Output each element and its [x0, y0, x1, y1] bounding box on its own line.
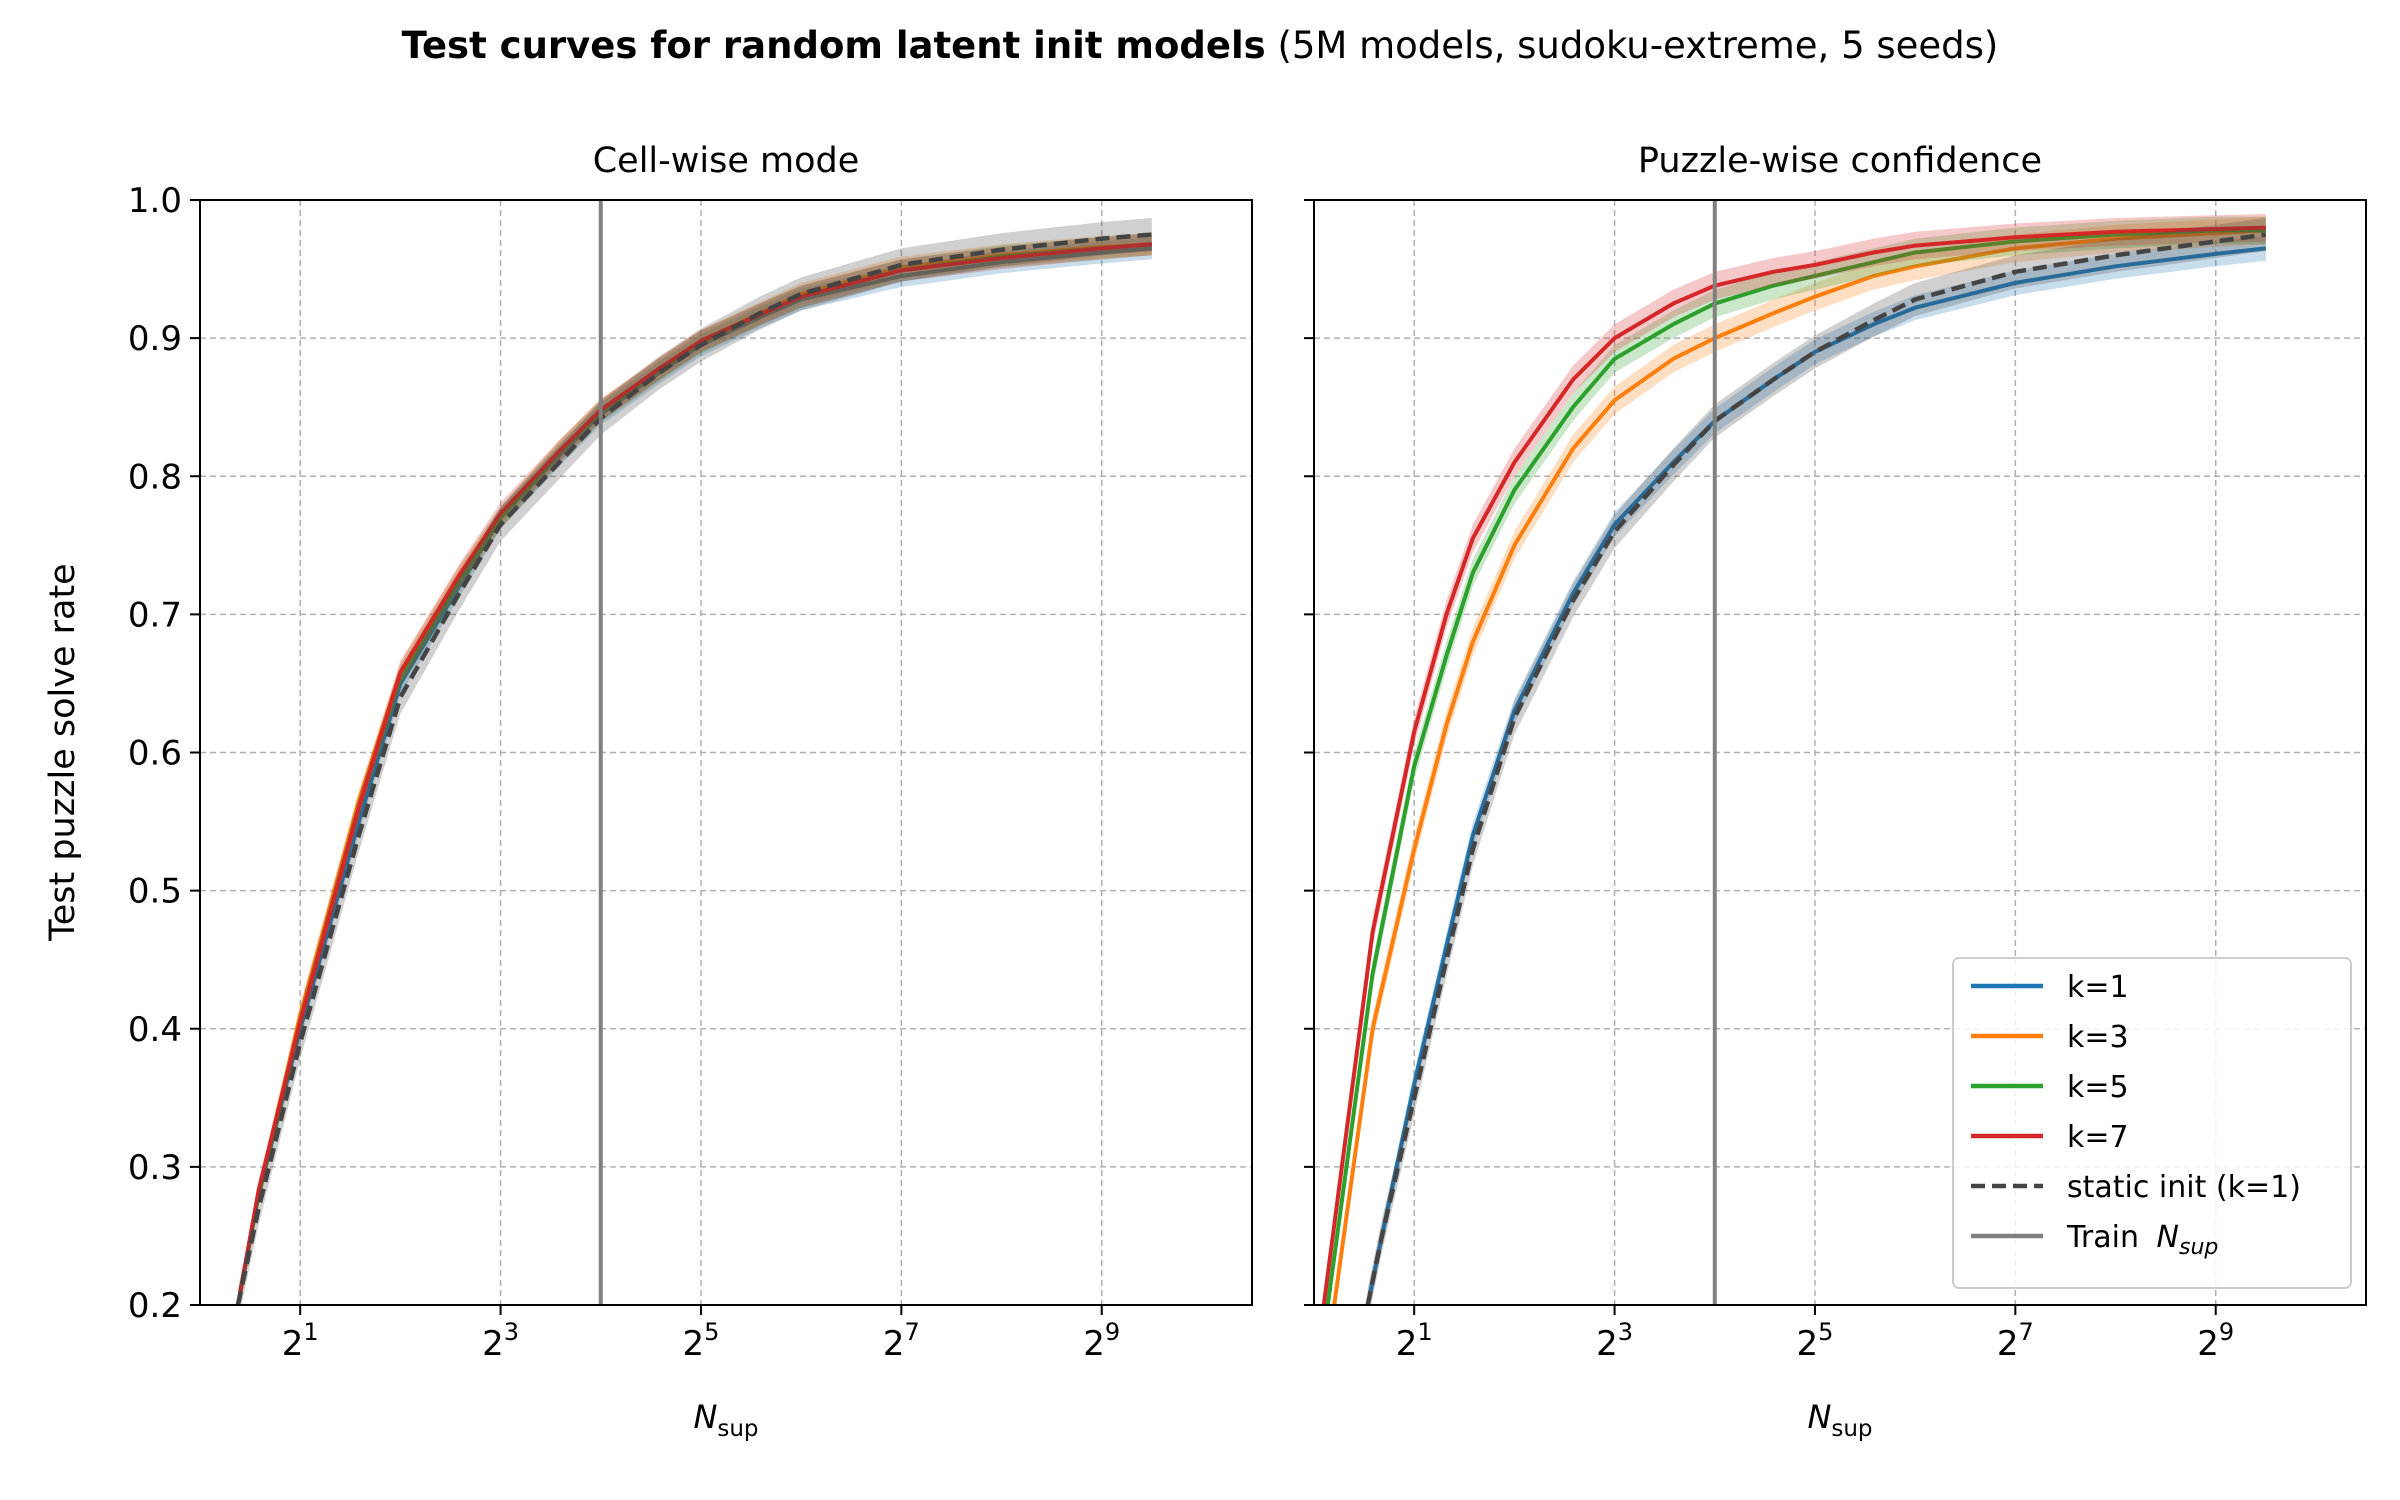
series-group	[235, 217, 1152, 1305]
series-group	[1321, 213, 2267, 1305]
x-axis-label-main: N	[693, 1398, 717, 1436]
x-tick-label: 25	[1796, 1318, 1833, 1364]
x-tick-base: 2	[482, 1324, 504, 1364]
x-tick-base: 2	[1997, 1324, 2019, 1364]
x-tick-label: 23	[482, 1318, 519, 1364]
x-tick-exponent: 9	[2219, 1318, 2234, 1346]
x-tick-base: 2	[2197, 1324, 2219, 1364]
x-tick-label: 29	[1083, 1318, 1120, 1364]
legend-box	[1952, 957, 2352, 1289]
y-tick-label: 0.9	[128, 319, 182, 359]
x-tick-label: 21	[1396, 1318, 1433, 1364]
y-tick-label: 0.3	[128, 1148, 182, 1188]
line-k7	[1321, 225, 2266, 1305]
legend-label: k=7	[2067, 1120, 2129, 1155]
x-tick-label: 25	[682, 1318, 719, 1364]
legend-train-text: Train	[2066, 1220, 2149, 1255]
legend-label: Train Nsup	[2066, 1220, 2218, 1260]
x-tick-exponent: 5	[1818, 1318, 1833, 1346]
x-axis-label: Nsup	[693, 1398, 758, 1442]
x-tick-base: 2	[1083, 1324, 1105, 1364]
panel-title: Puzzle-wise confidence	[1638, 141, 2042, 181]
grid	[200, 199, 1252, 1306]
y-axis-label: Test puzzle solve rate	[43, 563, 83, 941]
y-tick-label: 0.7	[128, 595, 182, 635]
x-tick-exponent: 9	[1105, 1318, 1120, 1346]
y-tick-label: 0.8	[128, 457, 182, 497]
x-tick-exponent: 7	[905, 1318, 920, 1346]
legend-label: k=5	[2067, 1070, 2129, 1105]
x-tick-base: 2	[282, 1324, 304, 1364]
legend-train-n: N	[2157, 1220, 2179, 1255]
x-tick-label: 27	[1997, 1318, 2034, 1364]
x-tick-label: 29	[2197, 1318, 2234, 1364]
x-axis-label: Nsup	[1807, 1398, 1872, 1442]
x-tick-label: 23	[1596, 1318, 1633, 1364]
figure-title-rest: (5M models, sudoku-extreme, 5 seeds)	[1266, 24, 1999, 67]
panel-title: Cell-wise mode	[593, 141, 860, 181]
x-tick-exponent: 5	[704, 1318, 719, 1346]
panel-cell-wise-mode: Cell-wise mode Nsup 0.2 0.3 0.4 0.5 0.6 0.7 0.…	[128, 141, 1253, 1442]
x-tick-label: 21	[282, 1318, 319, 1364]
x-tick-base: 2	[682, 1324, 704, 1364]
band-static	[237, 217, 1152, 1305]
legend-label: k=3	[2067, 1020, 2129, 1055]
x-tick-exponent: 7	[2019, 1318, 2034, 1346]
line-static	[1365, 232, 2267, 1305]
y-tick-label: 0.2	[128, 1286, 182, 1326]
x-tick-exponent: 1	[303, 1318, 318, 1346]
legend: k=1 k=3 k=5 k=7 static init (k=1) Train Nsup	[1952, 957, 2352, 1289]
y-tick-label: 0.5	[128, 872, 182, 912]
line-k3	[1332, 228, 2266, 1305]
x-tick-base: 2	[1796, 1324, 1818, 1364]
x-tick-exponent: 3	[504, 1318, 519, 1346]
y-tick-label: 1.0	[128, 181, 182, 221]
x-axis-label-main: N	[1807, 1398, 1831, 1436]
x-tick-label: 27	[883, 1318, 920, 1364]
legend-label: k=1	[2067, 970, 2129, 1005]
x-tick-exponent: 3	[1618, 1318, 1633, 1346]
legend-train-sub: sup	[2179, 1235, 2218, 1260]
x-tick-base: 2	[1596, 1324, 1618, 1364]
x-tick-base: 2	[883, 1324, 905, 1364]
x-axis-label-sub: sup	[1831, 1416, 1872, 1442]
y-tick-label: 0.6	[128, 734, 182, 774]
x-tick-base: 2	[1396, 1324, 1418, 1364]
x-tick-exponent: 1	[1417, 1318, 1432, 1346]
line-k5	[1325, 228, 2266, 1305]
y-tick-label: 0.4	[128, 1010, 182, 1050]
legend-label: static init (k=1)	[2067, 1170, 2301, 1205]
panel-puzzle-wise-confidence: Puzzle-wise confidence Nsup 21 23 25 27 29k=…	[1304, 141, 2367, 1442]
x-axis-label-sub: sup	[717, 1416, 758, 1442]
figure-title-bold: Test curves for random latent init model…	[402, 24, 1266, 67]
figure-title: Test curves for random latent init model…	[402, 24, 1999, 67]
